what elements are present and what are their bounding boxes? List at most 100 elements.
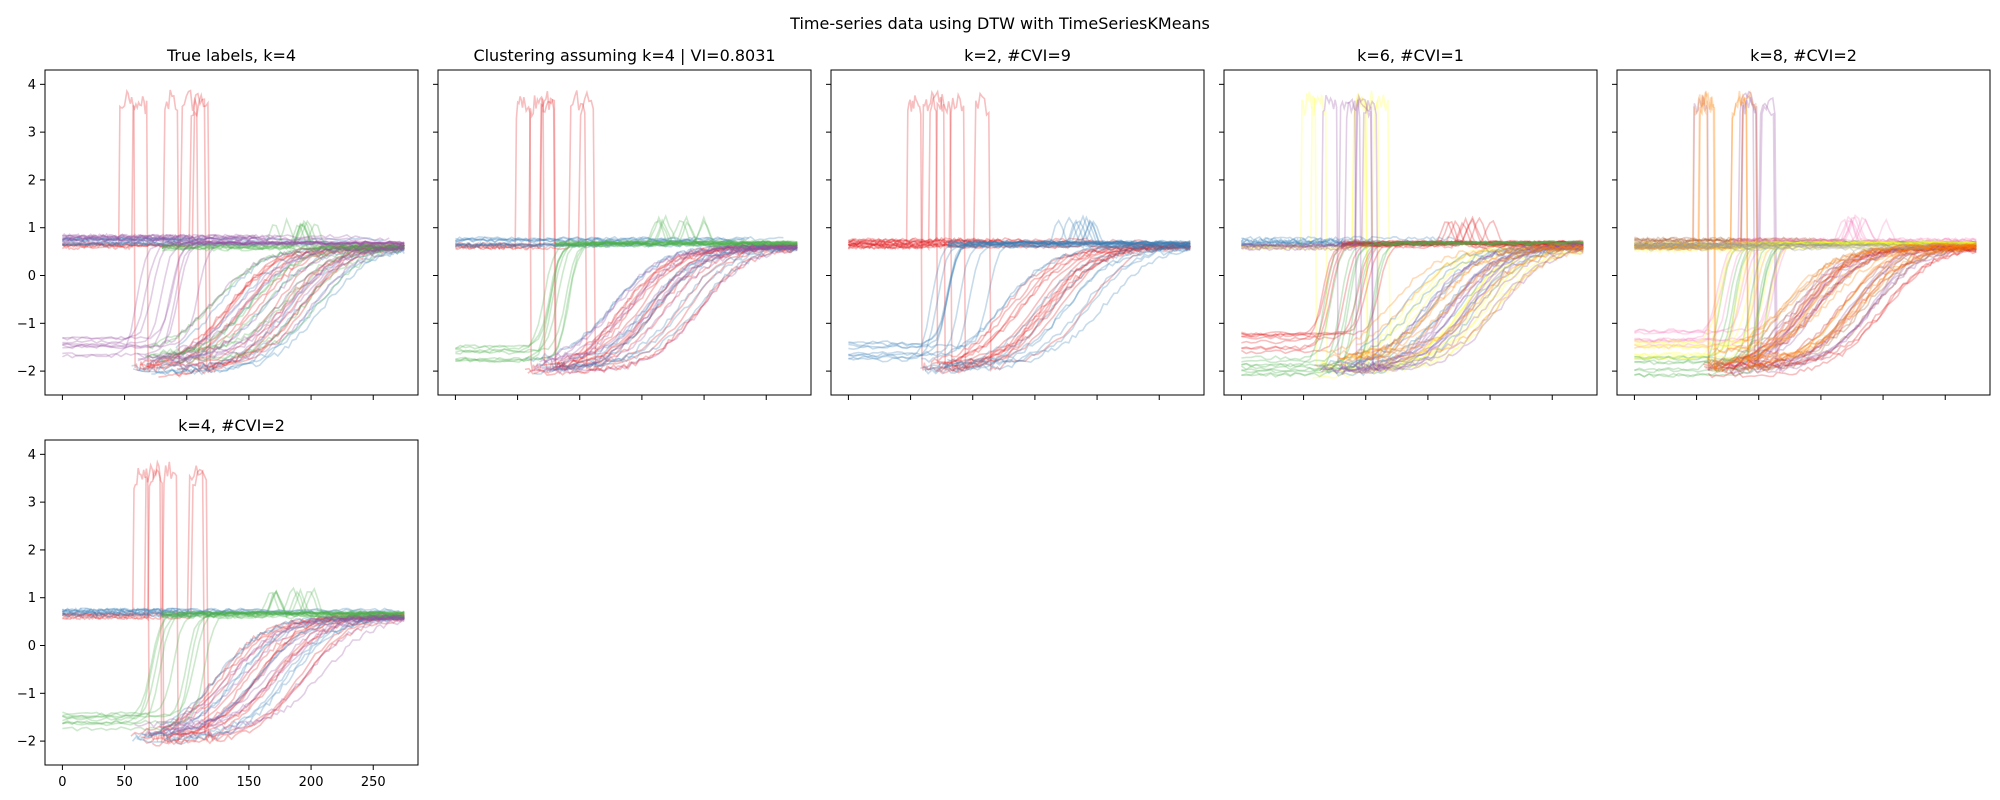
- series-yellow: [1240, 90, 1584, 379]
- series-line: [567, 247, 798, 369]
- series-line: [1241, 240, 1563, 246]
- series-line: [1334, 243, 1584, 352]
- series-line: [61, 235, 206, 243]
- series-line: [62, 459, 405, 743]
- y-tick-label: 4: [28, 78, 36, 93]
- series-line: [61, 238, 258, 245]
- y-tick-label: 3: [28, 496, 36, 511]
- series-line: [1634, 236, 1818, 242]
- series-line: [942, 246, 1191, 367]
- y-tick-label: −1: [17, 687, 36, 702]
- series-line: [1634, 241, 1921, 247]
- series-line: [137, 244, 405, 364]
- series-line: [1633, 241, 1871, 248]
- series-line: [954, 244, 1191, 367]
- series-line: [922, 244, 1191, 371]
- series-line: [1634, 244, 1932, 250]
- series-line: [145, 244, 405, 366]
- series-line: [131, 613, 405, 742]
- series-line: [61, 96, 405, 373]
- series-purple: [1633, 90, 1977, 376]
- series-line: [62, 233, 360, 240]
- series-line: [1634, 240, 1977, 357]
- series-line: [539, 243, 798, 363]
- y-tick-label: −2: [17, 365, 36, 380]
- series-group: [847, 89, 1191, 375]
- series-line: [175, 243, 405, 353]
- figure-suptitle: Time-series data using DTW with TimeSeri…: [789, 14, 1210, 33]
- series-green: [1634, 240, 1977, 378]
- series-line: [1703, 244, 1977, 370]
- subplot-1: −2 −1 0 1 2 3 4 True labels, k=4: [17, 46, 419, 400]
- series-line: [173, 246, 405, 372]
- series-line: [1634, 240, 1977, 350]
- series-line: [1633, 243, 1921, 249]
- series-line: [848, 240, 1191, 351]
- series-line: [1634, 244, 1818, 251]
- series-line: [167, 615, 405, 735]
- series-line: [1241, 97, 1584, 371]
- series-line: [1634, 240, 1977, 344]
- series-line: [1733, 217, 1977, 247]
- series-line: [455, 240, 798, 354]
- series-line: [848, 243, 1112, 250]
- series-line: [1747, 244, 1977, 363]
- series-line: [62, 236, 323, 242]
- series-line: [61, 610, 405, 725]
- series-line: [163, 619, 405, 731]
- series-line: [1343, 251, 1584, 362]
- series-line: [159, 614, 405, 728]
- series-green: [1240, 240, 1584, 378]
- series-line: [1706, 244, 1977, 363]
- series-line: [929, 244, 1191, 370]
- series-line: [1633, 241, 1977, 334]
- series-line: [1321, 244, 1584, 375]
- series-line: [1322, 246, 1584, 369]
- series-line: [1332, 244, 1584, 365]
- series-line: [1634, 240, 1977, 350]
- series-line: [538, 243, 798, 367]
- series-line: [1241, 240, 1584, 361]
- series-line: [847, 242, 1191, 249]
- series-line: [1634, 244, 1791, 251]
- series-line: [921, 243, 1191, 364]
- series-line: [1703, 243, 1977, 369]
- series-line: [161, 222, 405, 250]
- series-red: [1703, 243, 1977, 379]
- series-line: [1240, 92, 1584, 373]
- series-line: [62, 240, 405, 345]
- series-line: [572, 243, 798, 362]
- series-line: [62, 240, 405, 359]
- series-line: [154, 244, 405, 365]
- series-line: [62, 92, 405, 374]
- series-line: [161, 590, 405, 619]
- series-line: [145, 243, 405, 359]
- series-line: [1344, 243, 1584, 372]
- y-tick-label: 2: [28, 173, 36, 188]
- series-line: [161, 587, 405, 619]
- series-line: [164, 613, 405, 728]
- series-line: [1634, 240, 1977, 346]
- series-line: [1241, 240, 1536, 247]
- x-tick-label: 50: [116, 775, 133, 790]
- series-line: [157, 244, 405, 371]
- series-line: [136, 614, 405, 744]
- series-line: [61, 465, 405, 743]
- series-line: [848, 240, 1191, 358]
- series-line: [1733, 216, 1977, 243]
- series-line: [1339, 243, 1584, 371]
- series-line: [61, 607, 179, 614]
- series-line: [1718, 244, 1977, 354]
- series-line: [1346, 244, 1584, 366]
- series-line: [554, 215, 798, 246]
- series-line: [1356, 244, 1584, 370]
- series-line: [62, 239, 182, 247]
- y-tick-label: −2: [17, 735, 36, 750]
- series-line: [1634, 240, 1977, 372]
- series-line: [1634, 238, 1844, 244]
- series-line: [1634, 241, 1885, 248]
- series-line: [1241, 240, 1584, 351]
- series-line: [947, 216, 1191, 246]
- series-line: [61, 236, 257, 243]
